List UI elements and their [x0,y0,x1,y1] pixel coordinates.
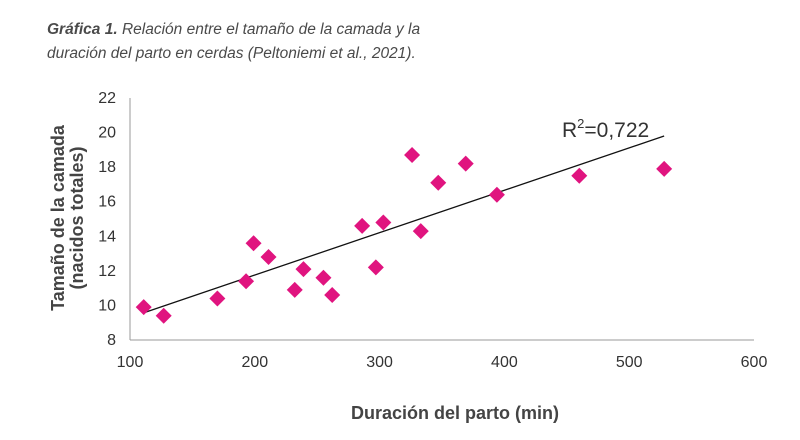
data-point [488,186,505,203]
x-axis-title: Duración del parto (min) [351,403,559,423]
y-tick-label: 20 [98,125,116,142]
y-tick-label: 12 [98,263,116,280]
x-tick-label: 200 [241,354,268,371]
data-points [135,147,673,324]
y-tick-label: 18 [98,159,116,176]
r-squared-prefix: R [562,119,577,142]
x-tick-labels: 100 200 300 400 500 600 [117,354,768,371]
data-point [324,287,341,304]
data-point [135,299,152,316]
chart-caption: Gráfica 1. Relación entre el tamaño de l… [47,18,747,66]
caption-text-1: Relación entre el tamaño de la camada y … [121,21,421,38]
data-point [656,160,673,177]
data-point [375,214,392,231]
r-squared-sup: 2 [577,116,584,131]
data-point [286,281,303,298]
y-tick-label: 16 [98,194,116,211]
data-point [245,235,262,252]
caption-line-2: duración del parto en cerdas (Peltoniemi… [47,45,416,62]
caption-lead: Gráfica 1. [47,21,118,38]
data-point [209,290,226,307]
x-tick-label: 400 [491,354,518,371]
data-point [430,174,447,191]
x-tick-label: 100 [117,354,144,371]
axes [129,98,754,341]
data-point [412,223,429,240]
y-axis-title-group: Tamaño de la camada (nacidos totales) [48,124,87,311]
data-point [404,147,421,164]
caption-line-1: Gráfica 1. Relación entre el tamaño de l… [47,18,747,42]
y-axis-title-line-2: (nacidos totales) [67,146,87,289]
data-point [354,217,371,234]
data-point [457,155,474,172]
y-tick-label: 14 [98,228,116,245]
trendline [144,135,665,313]
x-tick-label: 500 [616,354,643,371]
x-tick-label: 300 [366,354,393,371]
y-tick-labels: 8 10 12 14 16 18 20 22 [98,90,116,349]
y-tick-label: 22 [98,90,116,107]
x-tick-label: 600 [741,354,768,371]
y-axis-title-line-1: Tamaño de la camada [48,124,68,311]
y-tick-label: 10 [98,297,116,314]
data-point [315,269,332,286]
r-squared-value: =0,722 [584,119,649,142]
data-point [295,261,312,278]
data-point [367,259,384,276]
data-point [155,307,172,324]
data-point [571,167,588,184]
data-point [238,273,255,290]
y-tick-label: 8 [107,332,116,349]
data-point [260,249,277,266]
r-squared-label: R2=0,722 [562,116,649,142]
